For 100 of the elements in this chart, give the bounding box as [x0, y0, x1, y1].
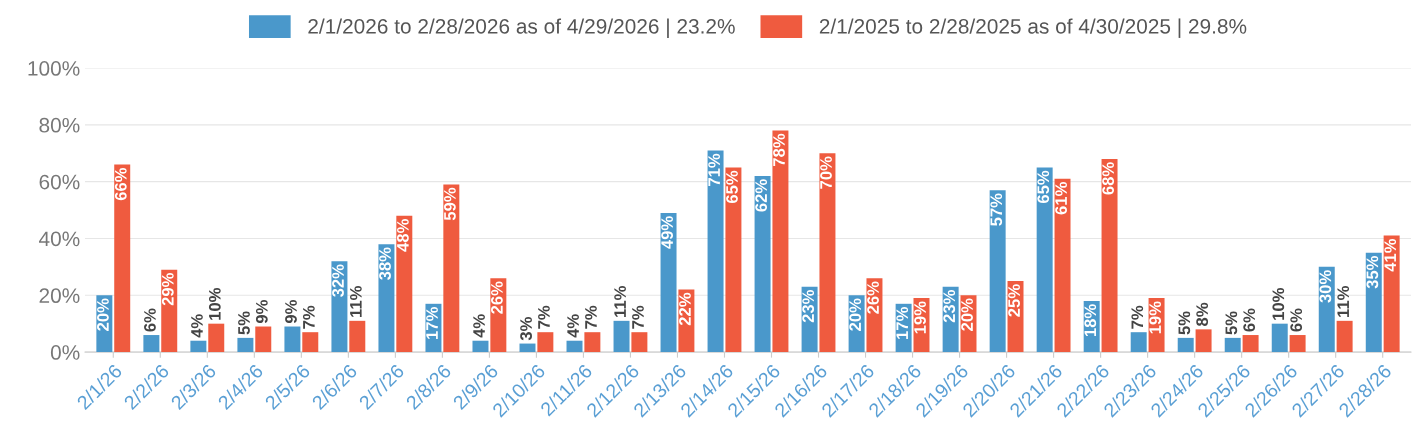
data-label: 19%: [1149, 301, 1162, 334]
data-label: 11%: [614, 285, 626, 317]
bar: [1383, 235, 1400, 353]
bar: [114, 164, 131, 353]
y-tick-label: 60%: [39, 174, 80, 190]
bar: [143, 335, 160, 353]
data-label: 7%: [632, 305, 644, 329]
legend-label: 2/1/2026 to 2/28/2026 as of 4/29/2026 | 23.2%: [308, 18, 735, 38]
bar: [237, 337, 254, 353]
bar: [1271, 323, 1288, 353]
bar: [1054, 178, 1071, 353]
data-label: 70%: [820, 156, 832, 189]
bar: [302, 332, 319, 353]
bar: [190, 340, 207, 353]
data-label: 11%: [1337, 285, 1350, 317]
data-label: 18%: [1084, 304, 1097, 337]
bar: [1224, 337, 1241, 353]
bar: [1242, 335, 1259, 353]
bar: [1195, 329, 1212, 353]
data-label: 62%: [755, 179, 768, 212]
data-label: 17%: [426, 307, 438, 339]
data-label: 65%: [1037, 170, 1050, 204]
data-label: 6%: [1243, 308, 1256, 332]
y-tick-label: 0%: [50, 345, 80, 360]
data-label: 7%: [1131, 305, 1144, 329]
data-label: 7%: [585, 305, 597, 329]
bar: [584, 332, 601, 353]
bar: [725, 167, 742, 353]
bar: [1130, 332, 1147, 353]
data-label: 35%: [1366, 255, 1379, 289]
data-label: 78%: [773, 133, 785, 167]
data-label: 38%: [379, 247, 391, 280]
bar: [613, 320, 630, 353]
data-label: 17%: [896, 307, 909, 339]
data-label: 22%: [679, 292, 691, 326]
data-label: 32%: [332, 264, 344, 297]
bar: [1177, 337, 1194, 353]
data-label: 7%: [538, 305, 550, 329]
bar: [754, 175, 771, 353]
data-label: 66%: [114, 167, 127, 201]
y-tick-label: 100%: [28, 61, 80, 76]
bar: [660, 212, 677, 353]
bar: [631, 332, 648, 353]
data-label: 49%: [661, 216, 674, 249]
data-label: 20%: [97, 298, 109, 331]
data-label: 4%: [191, 314, 203, 338]
data-label: 6%: [1290, 308, 1303, 332]
bar: [1289, 335, 1306, 353]
data-label: 25%: [1008, 284, 1020, 317]
bar: [472, 340, 489, 353]
bar: [284, 326, 301, 353]
bar: [443, 184, 460, 353]
data-label: 30%: [1319, 270, 1332, 303]
data-label: 5%: [1225, 311, 1238, 335]
data-label: 26%: [491, 281, 503, 314]
data-label: 6%: [144, 308, 156, 332]
data-label: 29%: [161, 272, 174, 306]
data-label: 4%: [567, 314, 579, 338]
bar: [537, 332, 554, 353]
data-label: 48%: [396, 219, 409, 252]
bar: [707, 150, 724, 353]
data-label: 7%: [303, 305, 315, 329]
bar: [255, 326, 272, 353]
data-label: 41%: [1384, 238, 1397, 272]
data-label: 23%: [943, 290, 956, 323]
data-label: 20%: [849, 298, 862, 331]
bar: [1336, 320, 1353, 353]
y-tick-label: 40%: [39, 231, 80, 247]
bar: [208, 323, 225, 353]
data-label: 61%: [1055, 182, 1067, 215]
data-label: 68%: [1102, 162, 1115, 195]
data-label: 5%: [1178, 311, 1191, 335]
bar: [1036, 167, 1053, 353]
data-label: 4%: [473, 314, 485, 338]
data-label: 10%: [1272, 287, 1285, 320]
data-label: 10%: [208, 287, 221, 320]
y-tick-label: 80%: [39, 117, 80, 133]
legend-label: 2/1/2025 to 2/28/2025 as of 4/30/2025 | 29.8%: [819, 18, 1247, 38]
bar: [989, 190, 1006, 353]
data-label: 20%: [961, 298, 973, 331]
data-label: 19%: [914, 301, 926, 334]
data-label: 59%: [444, 187, 456, 221]
data-label: 26%: [867, 281, 879, 314]
data-label: 9%: [255, 300, 268, 324]
data-label: 9%: [285, 300, 297, 324]
data-label: 23%: [802, 290, 815, 323]
data-label: 11%: [350, 285, 362, 317]
bar: [1101, 158, 1118, 353]
data-label: 3%: [520, 317, 532, 341]
bar: [772, 130, 789, 353]
bar: [566, 340, 583, 353]
data-label: 57%: [990, 193, 1003, 226]
bar: [378, 244, 395, 353]
data-label: 8%: [1196, 302, 1209, 326]
bar: [819, 153, 836, 353]
data-label: 71%: [708, 153, 720, 186]
bar: [396, 215, 413, 353]
y-tick-label: 20%: [39, 288, 80, 304]
data-label: 5%: [238, 311, 250, 335]
data-label: 65%: [726, 170, 738, 204]
